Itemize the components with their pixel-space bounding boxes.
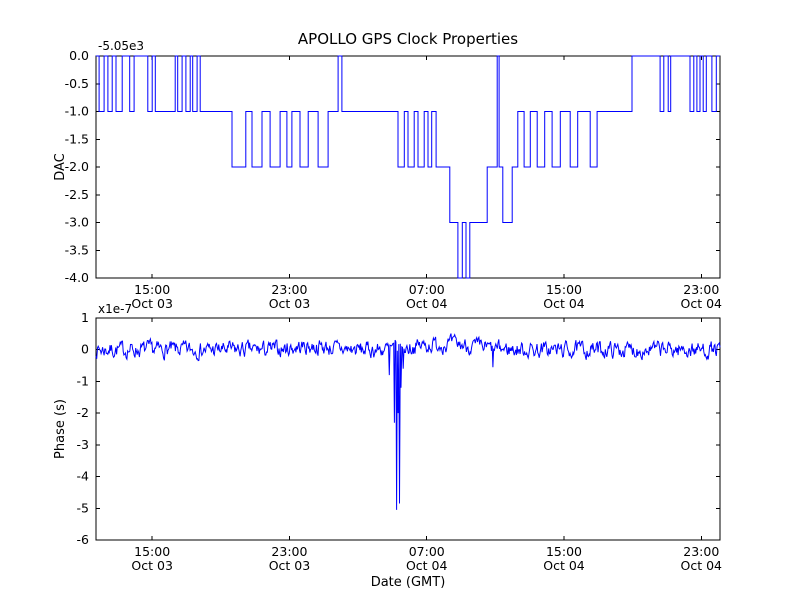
y-tick-label: -4.0	[65, 270, 89, 285]
y-tick-label: -3.5	[65, 242, 89, 257]
x-tick-time-label: 15:00	[134, 544, 170, 559]
y-tick-label: -6	[77, 532, 90, 547]
x-tick-time-label: 15:00	[546, 282, 582, 297]
phase-line	[95, 333, 721, 510]
x-tick-date-label: Oct 04	[543, 296, 585, 311]
phase-offset-label: x1e-7	[98, 302, 132, 316]
y-tick-label: -0.5	[65, 76, 89, 91]
dac-ylabel: DAC	[53, 153, 68, 181]
y-tick-label: -1.5	[65, 131, 89, 146]
y-tick-label: -2.5	[65, 187, 89, 202]
x-tick-time-label: 23:00	[683, 544, 719, 559]
dac-offset-label: -5.05e3	[98, 39, 144, 53]
axes-frame-phase	[95, 317, 721, 541]
y-tick-label: -1	[77, 373, 89, 388]
x-tick-date-label: Oct 04	[406, 558, 448, 573]
y-tick-label: -1.0	[65, 104, 89, 119]
y-tick-label: 0.0	[69, 48, 89, 63]
x-tick-time-label: 07:00	[409, 544, 445, 559]
x-tick-date-label: Oct 04	[681, 558, 723, 573]
x-tick-time-label: 23:00	[271, 282, 307, 297]
y-tick-label: 1	[81, 310, 89, 325]
x-tick-date-label: Oct 04	[406, 296, 448, 311]
x-tick-date-label: Oct 03	[131, 558, 173, 573]
x-tick-time-label: 23:00	[271, 544, 307, 559]
y-tick-label: -2.0	[65, 159, 89, 174]
xlabel: Date (GMT)	[371, 575, 446, 590]
y-tick-label: -5	[77, 500, 89, 515]
x-tick-date-label: Oct 03	[269, 296, 311, 311]
plot-layer: 0.0 -0.5 -1.0 -1.5 -2.0 -2.5 -3.0 -3.5 -4.0 15:00…	[65, 48, 722, 573]
y-tick-label: 0	[81, 342, 89, 357]
y-tick-label: -3	[77, 437, 89, 452]
x-tick-time-label: 07:00	[409, 282, 445, 297]
x-tick-date-label: Oct 04	[681, 296, 723, 311]
x-tick-date-label: Oct 04	[543, 558, 585, 573]
x-tick-date-label: Oct 03	[131, 296, 173, 311]
y-tick-label: -2	[77, 405, 89, 420]
y-tick-label: -4	[77, 469, 90, 484]
y-tick-label: -3.0	[65, 215, 89, 230]
x-tick-date-label: Oct 03	[269, 558, 311, 573]
phase-ylabel: Phase (s)	[53, 399, 68, 459]
x-tick-time-label: 23:00	[683, 282, 719, 297]
x-tick-time-label: 15:00	[546, 544, 582, 559]
chart-title: APOLLO GPS Clock Properties	[298, 30, 518, 48]
x-tick-time-label: 15:00	[134, 282, 170, 297]
dac-line	[96, 55, 720, 279]
